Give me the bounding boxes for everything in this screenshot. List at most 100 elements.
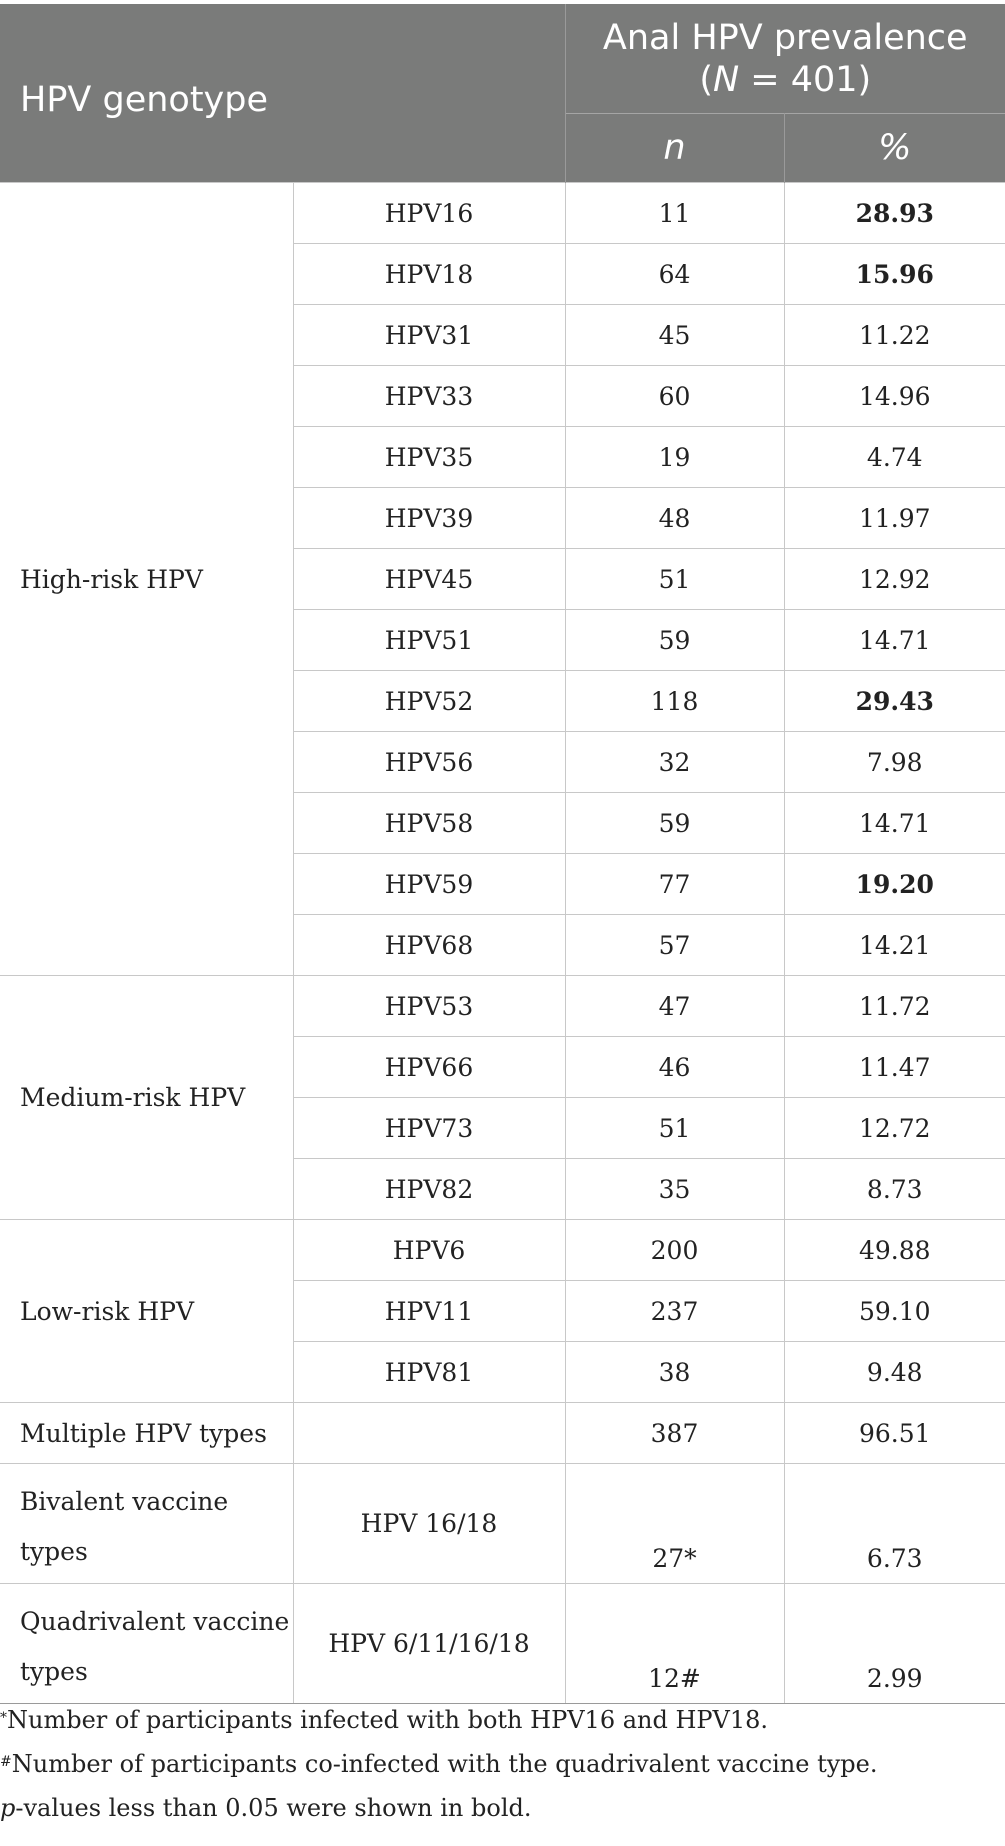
table-row: HPV58 59 14.71 <box>0 792 1005 854</box>
percent-cell: 11.97 <box>783 487 1005 549</box>
table-row: HPV59 77 19.20 <box>0 853 1005 915</box>
percent-cell: 4.74 <box>783 426 1005 488</box>
n-cell: 38 <box>564 1341 785 1403</box>
n-cell: 51 <box>564 1097 785 1159</box>
percent-cell: 14.21 <box>783 914 1005 976</box>
n-cell: 47 <box>564 975 785 1037</box>
percent-cell: 12.72 <box>783 1097 1005 1159</box>
genotype-cell: HPV31 <box>293 304 566 366</box>
genotype-cell: HPV51 <box>293 609 566 671</box>
n-cell: 46 <box>564 1036 785 1098</box>
genotype-cell: HPV 6/11/16/18 <box>292 1583 566 1704</box>
table-body: High-risk HPV HPV16 11 28.93 HPV18 64 15… <box>0 182 1005 1704</box>
group-bivalent: Bivalent vaccine types <box>0 1463 294 1584</box>
n-cell: 11 <box>564 182 785 244</box>
table-row: HPV82 35 8.73 <box>0 1158 1005 1220</box>
genotype-cell: HPV53 <box>292 975 566 1037</box>
footnote-p-var: p <box>0 1794 16 1822</box>
genotype-cell: HPV52 <box>293 670 566 732</box>
group-high-risk: High-risk HPV <box>0 182 294 976</box>
n-cell: 118 <box>564 670 785 732</box>
n-cell: 77 <box>564 853 785 915</box>
group-medium-risk: Medium-risk HPV <box>0 975 294 1220</box>
table-row: HPV73 51 12.72 <box>0 1097 1005 1159</box>
n-cell: 64 <box>564 243 785 305</box>
sample-size-var: N <box>712 59 740 100</box>
percent-cell: 12.92 <box>783 548 1005 610</box>
percent-cell: 14.71 <box>783 792 1005 854</box>
table-row: Low-risk HPV HPV6 200 49.88 <box>0 1219 1005 1403</box>
n-cell: 27* <box>564 1463 785 1584</box>
n-cell: 51 <box>564 548 785 610</box>
percent-cell: 96.51 <box>783 1402 1005 1464</box>
footnote-text: Number of participants infected with bot… <box>7 1706 769 1734</box>
genotype-cell: HPV16 <box>292 182 566 244</box>
genotype-cell <box>292 1402 566 1464</box>
genotype-cell: HPV11 <box>293 1280 566 1342</box>
footnote-1: *Number of participants infected with bo… <box>0 1698 1005 1742</box>
table-row: HPV51 59 14.71 <box>0 609 1005 671</box>
genotype-cell: HPV6 <box>292 1219 566 1281</box>
n-cell: 48 <box>564 487 785 549</box>
percent-cell: 7.98 <box>783 731 1005 793</box>
n-cell: 19 <box>564 426 785 488</box>
genotype-cell: HPV66 <box>293 1036 566 1098</box>
percent-cell: 14.71 <box>783 609 1005 671</box>
n-cell: 59 <box>564 792 785 854</box>
table-row: HPV39 48 11.97 <box>0 487 1005 549</box>
table-header: HPV genotype Anal HPV prevalence (N = 401… <box>0 4 1005 183</box>
group-quadrivalent: Quadrivalent vaccine types <box>0 1583 294 1704</box>
group-multiple: Multiple HPV types <box>0 1402 294 1464</box>
table-row: HPV81 38 9.48 <box>0 1341 1005 1403</box>
group-low-risk: Low-risk HPV <box>0 1219 294 1403</box>
genotype-cell: HPV 16/18 <box>292 1463 566 1584</box>
n-cell: 32 <box>564 731 785 793</box>
table-row: HPV35 19 4.74 <box>0 426 1005 488</box>
table-row: HPV68 57 14.21 <box>0 914 1005 976</box>
header-percent: % <box>784 113 1005 183</box>
n-cell: 59 <box>564 609 785 671</box>
genotype-cell: HPV18 <box>293 243 566 305</box>
table-row: HPV56 32 7.98 <box>0 731 1005 793</box>
genotype-cell: HPV35 <box>293 426 566 488</box>
n-cell: 35 <box>564 1158 785 1220</box>
table-row: HPV31 45 11.22 <box>0 304 1005 366</box>
n-cell: 387 <box>564 1402 785 1464</box>
table-row: HPV18 64 15.96 <box>0 243 1005 305</box>
footnote-mark: * <box>0 1710 7 1726</box>
genotype-cell: HPV39 <box>293 487 566 549</box>
table-row: Medium-risk HPV HPV53 47 11.72 <box>0 975 1005 1220</box>
table-row: HPV45 51 12.92 <box>0 548 1005 610</box>
table-footnotes: *Number of participants infected with bo… <box>0 1698 1005 1830</box>
percent-cell: 19.20 <box>783 853 1005 915</box>
n-cell: 12# <box>564 1583 785 1704</box>
sample-size-value: = 401) <box>739 59 872 100</box>
n-cell: 60 <box>564 365 785 427</box>
header-prevalence-label: Anal HPV prevalence <box>602 17 968 58</box>
percent-cell: 8.73 <box>783 1158 1005 1220</box>
n-cell: 57 <box>564 914 785 976</box>
hpv-prevalence-table: HPV genotype Anal HPV prevalence (N = 401… <box>0 4 1005 1704</box>
footnote-text: -values less than 0.05 were shown in bol… <box>15 1794 532 1822</box>
genotype-cell: HPV59 <box>293 853 566 915</box>
percent-cell: 2.99 <box>783 1583 1005 1704</box>
genotype-cell: HPV73 <box>293 1097 566 1159</box>
percent-cell: 9.48 <box>783 1341 1005 1403</box>
header-n: n <box>565 113 785 183</box>
percent-cell: 11.47 <box>783 1036 1005 1098</box>
header-hpv-genotype: HPV genotype <box>0 4 566 183</box>
footnote-text: Number of participants co-infected with … <box>11 1750 878 1778</box>
percent-cell: 29.43 <box>783 670 1005 732</box>
footnote-mark: # <box>0 1754 12 1770</box>
genotype-cell: HPV58 <box>293 792 566 854</box>
genotype-cell: HPV45 <box>293 548 566 610</box>
n-cell: 200 <box>564 1219 785 1281</box>
genotype-cell: HPV68 <box>293 914 566 976</box>
table-row: High-risk HPV HPV16 11 28.93 <box>0 182 1005 976</box>
table-row: Quadrivalent vaccine types HPV 6/11/16/1… <box>0 1583 1005 1704</box>
genotype-cell: HPV33 <box>293 365 566 427</box>
percent-cell: 11.22 <box>783 304 1005 366</box>
percent-cell: 49.88 <box>783 1219 1005 1281</box>
header-anal-hpv-prevalence: Anal HPV prevalence (N = 401) <box>565 4 1005 114</box>
percent-cell: 14.96 <box>783 365 1005 427</box>
